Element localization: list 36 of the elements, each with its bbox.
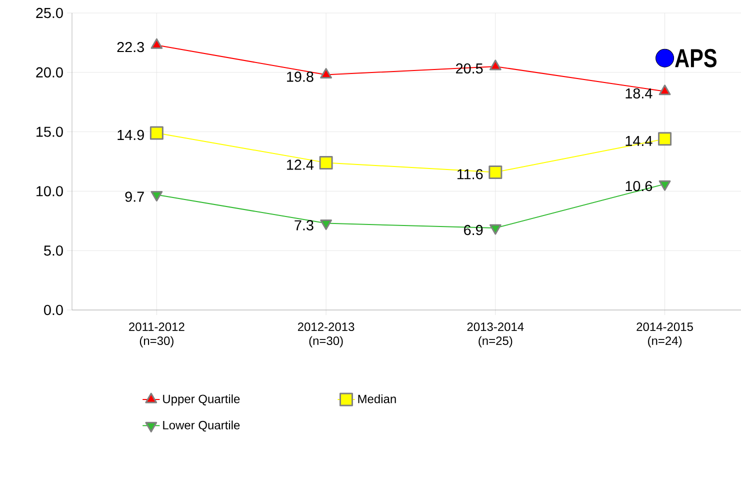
point	[150, 38, 163, 49]
x-tick-label: 2012-2013 (n=30)	[298, 322, 354, 348]
data-label: 14.9	[118, 130, 144, 140]
y-tick-label: 10.0	[36, 186, 63, 196]
legend-label: Upper Quartile	[163, 394, 240, 406]
data-label: 10.6	[626, 180, 652, 192]
y-tick-label: 5.0	[44, 246, 63, 256]
point	[489, 60, 502, 70]
y-tick-label: 0.0	[44, 304, 63, 316]
point	[320, 220, 332, 230]
point	[489, 224, 502, 235]
x-tick-label: 2013-2014 (n=25)	[467, 322, 524, 348]
series-label: APS	[675, 48, 717, 68]
x-tick-label: 2014-2015 (n=24)	[636, 322, 693, 348]
y-tick-label: 15.0	[36, 126, 63, 137]
data-label: 14.4	[626, 136, 652, 146]
data-label: 19.8	[287, 72, 314, 82]
legend-label: Median	[358, 394, 396, 404]
data-label: 18.4	[626, 88, 652, 99]
data-label: 9.7	[125, 192, 144, 202]
point	[150, 126, 164, 140]
data-label: 11.6	[457, 169, 483, 180]
data-label: 7.3	[294, 220, 314, 230]
point	[658, 180, 671, 191]
point	[319, 156, 333, 170]
y-tick-label: 20.0	[36, 67, 63, 78]
point	[150, 191, 163, 202]
legend-label: Lower Quartile	[163, 420, 240, 432]
point	[658, 132, 672, 146]
point	[488, 165, 502, 179]
y-tick-label: 25.0	[36, 8, 63, 18]
x-tick-label: 2011-2012 (n=30)	[129, 322, 184, 348]
data-label: 22.3	[117, 42, 144, 52]
point	[320, 68, 332, 79]
point	[658, 84, 671, 96]
data-label: 12.4	[287, 160, 314, 170]
